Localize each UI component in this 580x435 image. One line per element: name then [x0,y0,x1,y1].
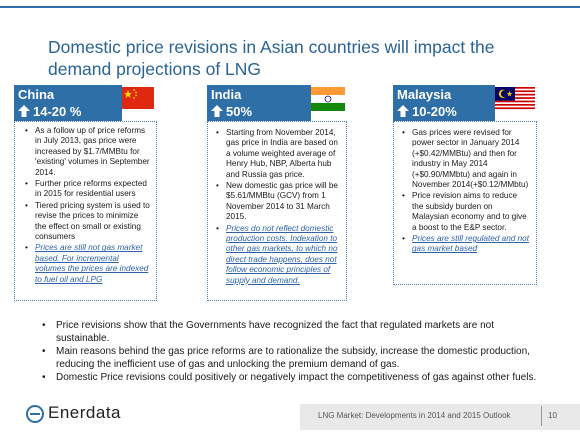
summary-bullet: Main reasons behind the gas price reform… [42,346,541,371]
malaysia-info-box: Gas prices were revised for power sector… [393,121,537,285]
india-change-value: 50% [226,104,253,119]
footer-caption: LNG Market: Developments in 2014 and 201… [318,411,511,420]
china-price-change: 14-20 % [18,104,81,119]
india-header: India 50% [207,85,311,121]
china-header: China 14-20 % [14,85,122,121]
malaysia-header: Malaysia 10-20% [393,85,495,121]
china-bullet: Further price reforms expected in 2015 f… [25,179,150,200]
malaysia-country-name: Malaysia [397,87,452,102]
india-bullet: New domestic gas price will be $5.61/MMB… [216,181,342,223]
india-info-box: Starting from November 2014, gas price i… [207,121,347,301]
logo-mark-icon [26,405,44,423]
india-bullet: Starting from November 2014, gas price i… [216,128,342,180]
summary-list: Price revisions show that the Government… [36,320,541,386]
footer-divider [541,406,542,426]
summary-bullet: Domestic Price revisions could positivel… [42,372,541,385]
india-note-link[interactable]: Prices do not reflect domestic productio… [216,224,342,286]
footer-bar [300,404,580,430]
china-flag-icon [122,87,154,109]
slide-title: Domestic price revisions in Asian countr… [48,37,495,79]
china-note-link[interactable]: Prices are still not gas market based. F… [25,243,150,285]
malaysia-bullet: Price revision aims to reduce the subsid… [402,191,530,233]
india-flag-icon [311,87,345,111]
up-arrow-icon [397,105,409,117]
china-bullet: Tiered pricing system is used to revise … [25,201,150,243]
china-change-value: 14-20 % [33,104,82,119]
malaysia-change-value: 10-20% [412,104,457,119]
malaysia-bullet: Gas prices were revised for power sector… [402,128,530,190]
up-arrow-icon [18,105,30,117]
malaysia-note-link[interactable]: Prices are still regulated and not gas m… [402,234,530,255]
india-country-name: India [211,87,242,102]
china-info-box: As a follow up of price reforms in July … [14,121,157,301]
page-number: 10 [548,411,557,420]
top-rule [0,6,580,8]
china-country-name: China [18,87,55,102]
malaysia-flag-icon [495,87,535,111]
china-bullet: As a follow up of price reforms in July … [25,126,150,178]
up-arrow-icon [211,105,223,117]
india-price-change: 50% [211,104,252,119]
summary-bullet: Price revisions show that the Government… [42,320,541,345]
logo-text: Enerdata [48,403,121,422]
enerdata-logo: Enerdata [26,402,146,426]
malaysia-price-change: 10-20% [397,104,457,119]
